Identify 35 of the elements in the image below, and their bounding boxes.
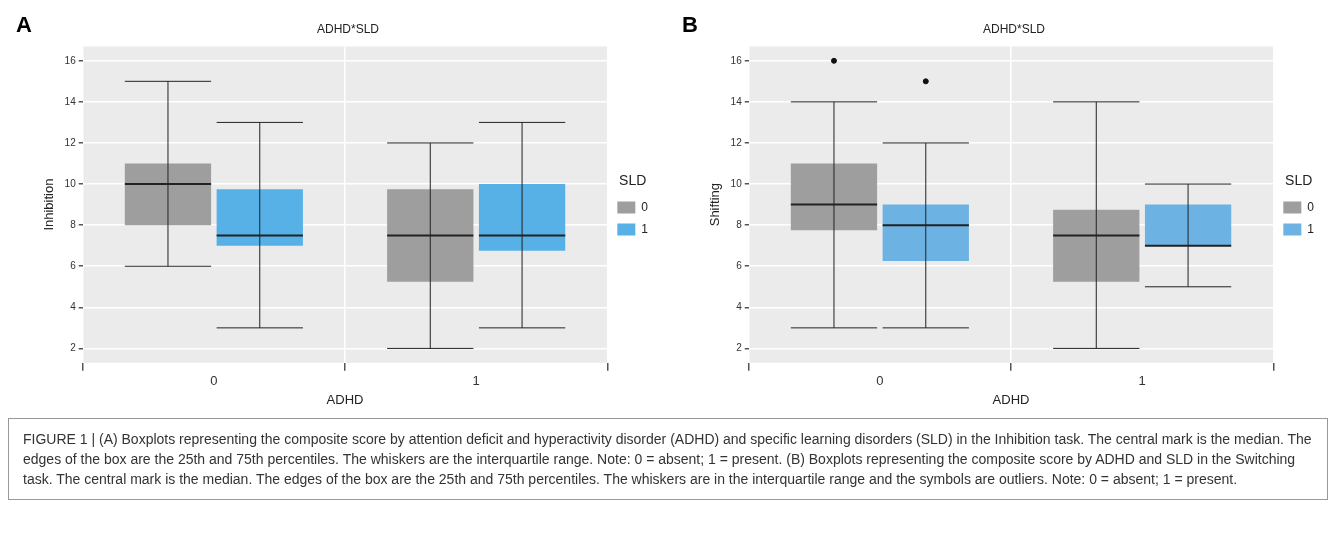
y-tick-label: 10 bbox=[64, 177, 77, 189]
y-tick-label: 16 bbox=[64, 54, 77, 66]
y-tick-label: 6 bbox=[70, 259, 77, 271]
y-tick-label: 8 bbox=[70, 218, 77, 230]
legend-label: 0 bbox=[1307, 199, 1315, 214]
y-tick-label: 2 bbox=[736, 342, 743, 354]
y-tick-label: 12 bbox=[730, 136, 743, 148]
y-tick-label: 16 bbox=[730, 54, 743, 66]
y-tick-label: 14 bbox=[730, 95, 743, 107]
x-tick-label: 1 bbox=[472, 373, 480, 389]
chart-title: ADHD*SLD bbox=[316, 21, 380, 36]
y-axis-title: Shifting bbox=[707, 182, 723, 227]
y-tick-label: 6 bbox=[736, 259, 743, 271]
caption: FIGURE 1 | (A) Boxplots representing the composite score by attention deficit and hyperactivity disorder (ADHD) and specific learning disorders (SLD) in the Inhibition task. The central mark is the median. The edges of the box are the 25th and 75th percentiles. The whiskers are the interquartile range. Note: 0 = absent; 1 = present. (B) Boxplots representing the composite score by ADHD and SLD in the Switching task. The central mark is the median. The edges of the box are the 25th and 75th percentiles. The whiskers are in the interquartile range and the symbols are outliers. Note: 0 = absent; 1 = present. bbox=[8, 418, 1328, 500]
legend-label: 0 bbox=[641, 199, 649, 214]
y-axis-title: Inhibition bbox=[41, 178, 57, 231]
x-tick-label: 0 bbox=[210, 373, 218, 389]
y-tick-label: 2 bbox=[70, 342, 77, 354]
x-axis-title: ADHD bbox=[992, 391, 1030, 407]
legend-title: SLD bbox=[619, 172, 647, 189]
legend-label: 1 bbox=[641, 221, 649, 236]
x-axis-title: ADHD bbox=[326, 391, 364, 407]
text: A bbox=[16, 12, 32, 38]
y-tick-label: 10 bbox=[730, 177, 743, 189]
y-tick-label: 14 bbox=[64, 95, 77, 107]
y-tick-label: 12 bbox=[64, 136, 77, 148]
text: B bbox=[682, 12, 698, 38]
legend-label: 1 bbox=[1307, 221, 1315, 236]
y-tick-label: 8 bbox=[736, 218, 743, 230]
x-tick-label: 0 bbox=[876, 373, 884, 389]
chart-title: ADHD*SLD bbox=[982, 21, 1046, 36]
y-tick-label: 4 bbox=[736, 301, 743, 313]
x-tick-label: 1 bbox=[1138, 373, 1146, 389]
legend-title: SLD bbox=[1285, 172, 1313, 189]
y-tick-label: 4 bbox=[70, 301, 77, 313]
